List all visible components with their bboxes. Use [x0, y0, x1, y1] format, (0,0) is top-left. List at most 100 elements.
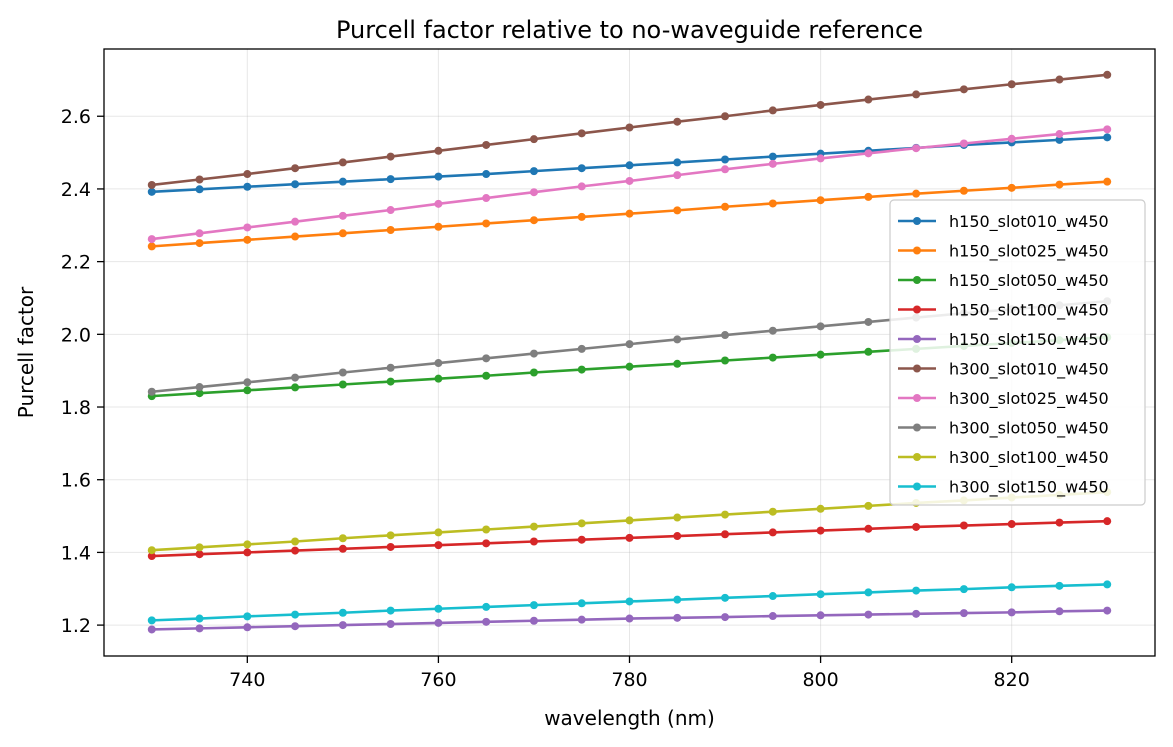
data-point: [338, 608, 347, 617]
data-point: [243, 540, 252, 549]
data-point: [768, 592, 777, 601]
data-point: [864, 317, 873, 326]
y-tick-label: 1.6: [61, 470, 91, 492]
legend-marker: [913, 364, 921, 373]
legend-marker: [913, 305, 921, 314]
legend-item: h150_slot050_w450: [898, 271, 1109, 291]
data-point: [291, 232, 300, 241]
data-point: [386, 226, 395, 235]
data-point: [1055, 130, 1064, 139]
data-point: [577, 365, 586, 374]
legend-marker: [913, 217, 921, 225]
data-point: [577, 164, 586, 173]
data-point: [386, 363, 395, 372]
legend-label: h300_slot050_w450: [949, 419, 1109, 439]
data-point: [243, 223, 252, 232]
data-point: [673, 595, 682, 604]
data-point: [721, 202, 730, 211]
data-point: [482, 194, 491, 203]
data-point: [147, 552, 156, 561]
data-point: [1103, 177, 1112, 186]
data-point: [1007, 80, 1016, 89]
data-point: [768, 326, 777, 335]
data-point: [291, 610, 300, 619]
y-axis-label: Purcell factor: [14, 286, 38, 418]
legend-marker: [913, 276, 921, 284]
data-point: [1103, 606, 1112, 615]
data-point: [291, 622, 300, 631]
legend-marker: [913, 246, 921, 255]
data-point: [1007, 520, 1016, 529]
data-point: [482, 354, 491, 363]
data-point: [1103, 125, 1112, 134]
data-point: [673, 171, 682, 180]
data-point: [195, 624, 204, 633]
data-point: [1103, 70, 1112, 79]
data-point: [195, 543, 204, 552]
data-point: [721, 331, 730, 340]
data-point: [291, 180, 300, 189]
data-point: [243, 548, 252, 557]
data-point: [1103, 517, 1112, 526]
x-tick-label: 760: [420, 669, 456, 691]
data-point: [386, 606, 395, 615]
legend-label: h150_slot050_w450: [949, 271, 1109, 291]
data-point: [864, 192, 873, 201]
data-point: [577, 599, 586, 608]
legend-label: h300_slot010_w450: [949, 360, 1109, 380]
data-point: [482, 371, 491, 380]
data-point: [386, 206, 395, 215]
data-point: [577, 615, 586, 624]
data-point: [386, 542, 395, 551]
data-point: [768, 528, 777, 537]
legend-label: h300_slot025_w450: [949, 389, 1109, 409]
legend-label: h300_slot100_w450: [949, 448, 1109, 468]
data-point: [768, 159, 777, 168]
data-point: [243, 182, 252, 191]
series-h150_slot025_w450: [147, 177, 1112, 251]
legend-item: h300_slot025_w450: [898, 389, 1109, 409]
data-point: [482, 140, 491, 149]
data-point: [291, 546, 300, 555]
data-point: [816, 611, 825, 620]
data-point: [1055, 180, 1064, 189]
data-point: [1055, 607, 1064, 616]
data-point: [721, 112, 730, 121]
legend-item: h150_slot100_w450: [898, 301, 1109, 321]
data-point: [577, 535, 586, 544]
data-point: [195, 383, 204, 392]
data-point: [243, 378, 252, 387]
data-point: [147, 180, 156, 189]
data-point: [673, 335, 682, 344]
data-point: [959, 186, 968, 195]
data-point: [816, 504, 825, 513]
data-point: [434, 172, 443, 181]
legend-item: h150_slot010_w450: [898, 212, 1109, 232]
x-tick-label: 780: [611, 669, 647, 691]
data-point: [912, 522, 921, 531]
data-point: [721, 613, 730, 622]
legend-marker: [913, 335, 921, 343]
series-h300_slot150_w450: [147, 580, 1112, 625]
data-point: [577, 129, 586, 138]
data-point: [243, 623, 252, 632]
data-point: [673, 532, 682, 541]
data-point: [529, 188, 538, 197]
data-point: [816, 350, 825, 359]
legend-item: h300_slot150_w450: [898, 478, 1109, 498]
data-point: [529, 368, 538, 377]
data-point: [673, 117, 682, 126]
data-point: [959, 85, 968, 94]
data-point: [721, 510, 730, 519]
data-point: [721, 593, 730, 602]
data-point: [386, 377, 395, 386]
data-point: [577, 212, 586, 221]
data-point: [434, 541, 443, 550]
legend-item: h300_slot010_w450: [898, 360, 1109, 380]
data-point: [577, 519, 586, 528]
data-point: [816, 196, 825, 205]
data-point: [338, 621, 347, 630]
data-point: [1055, 75, 1064, 84]
data-point: [291, 217, 300, 226]
data-point: [338, 211, 347, 220]
